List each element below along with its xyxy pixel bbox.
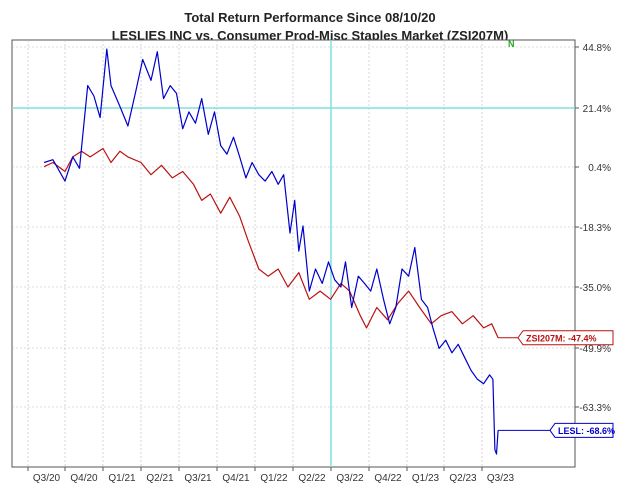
x-tick-label: Q4/20 <box>70 473 98 484</box>
y-tick-label: -18.3% <box>579 223 611 234</box>
y-tick-label: -35.0% <box>579 283 611 294</box>
end-label-zsi207m: ZSI207M: -47.4% <box>526 333 597 343</box>
x-tick-label: Q3/22 <box>336 473 364 484</box>
y-tick-label: 21.4% <box>583 104 611 115</box>
y-tick-label: 0.4% <box>588 163 611 174</box>
y-tick-label: 44.8% <box>583 43 611 54</box>
x-tick-label: Q1/22 <box>260 473 288 484</box>
end-label-box <box>517 330 614 346</box>
end-label-lesl: LESL: -68.6% <box>558 426 615 436</box>
x-tick-label: Q4/21 <box>222 473 250 484</box>
chart-title: Total Return Performance Since 08/10/20 <box>184 10 436 25</box>
chart-subtitle: LESLIES INC vs. Consumer Prod-Misc Stapl… <box>111 28 509 43</box>
x-tick-label: Q1/21 <box>108 473 136 484</box>
x-tick-label: Q2/21 <box>146 473 174 484</box>
x-tick-label: Q3/21 <box>184 473 212 484</box>
x-tick-label: Q1/23 <box>412 473 440 484</box>
series-line-zsi207m <box>43 147 499 339</box>
y-tick-label: -63.3% <box>579 403 611 414</box>
plot-area <box>11 39 576 468</box>
x-tick-label: Q2/22 <box>298 473 326 484</box>
end-label-box <box>549 422 614 438</box>
x-tick-label: Q2/23 <box>449 473 477 484</box>
series-line-lesl <box>43 48 499 455</box>
news-flag: N <box>508 39 515 49</box>
y-tick-label: -49.9% <box>579 344 611 355</box>
x-tick-label: Q4/22 <box>374 473 402 484</box>
x-tick-label: Q3/20 <box>33 473 61 484</box>
x-tick-label: Q3/23 <box>487 473 515 484</box>
